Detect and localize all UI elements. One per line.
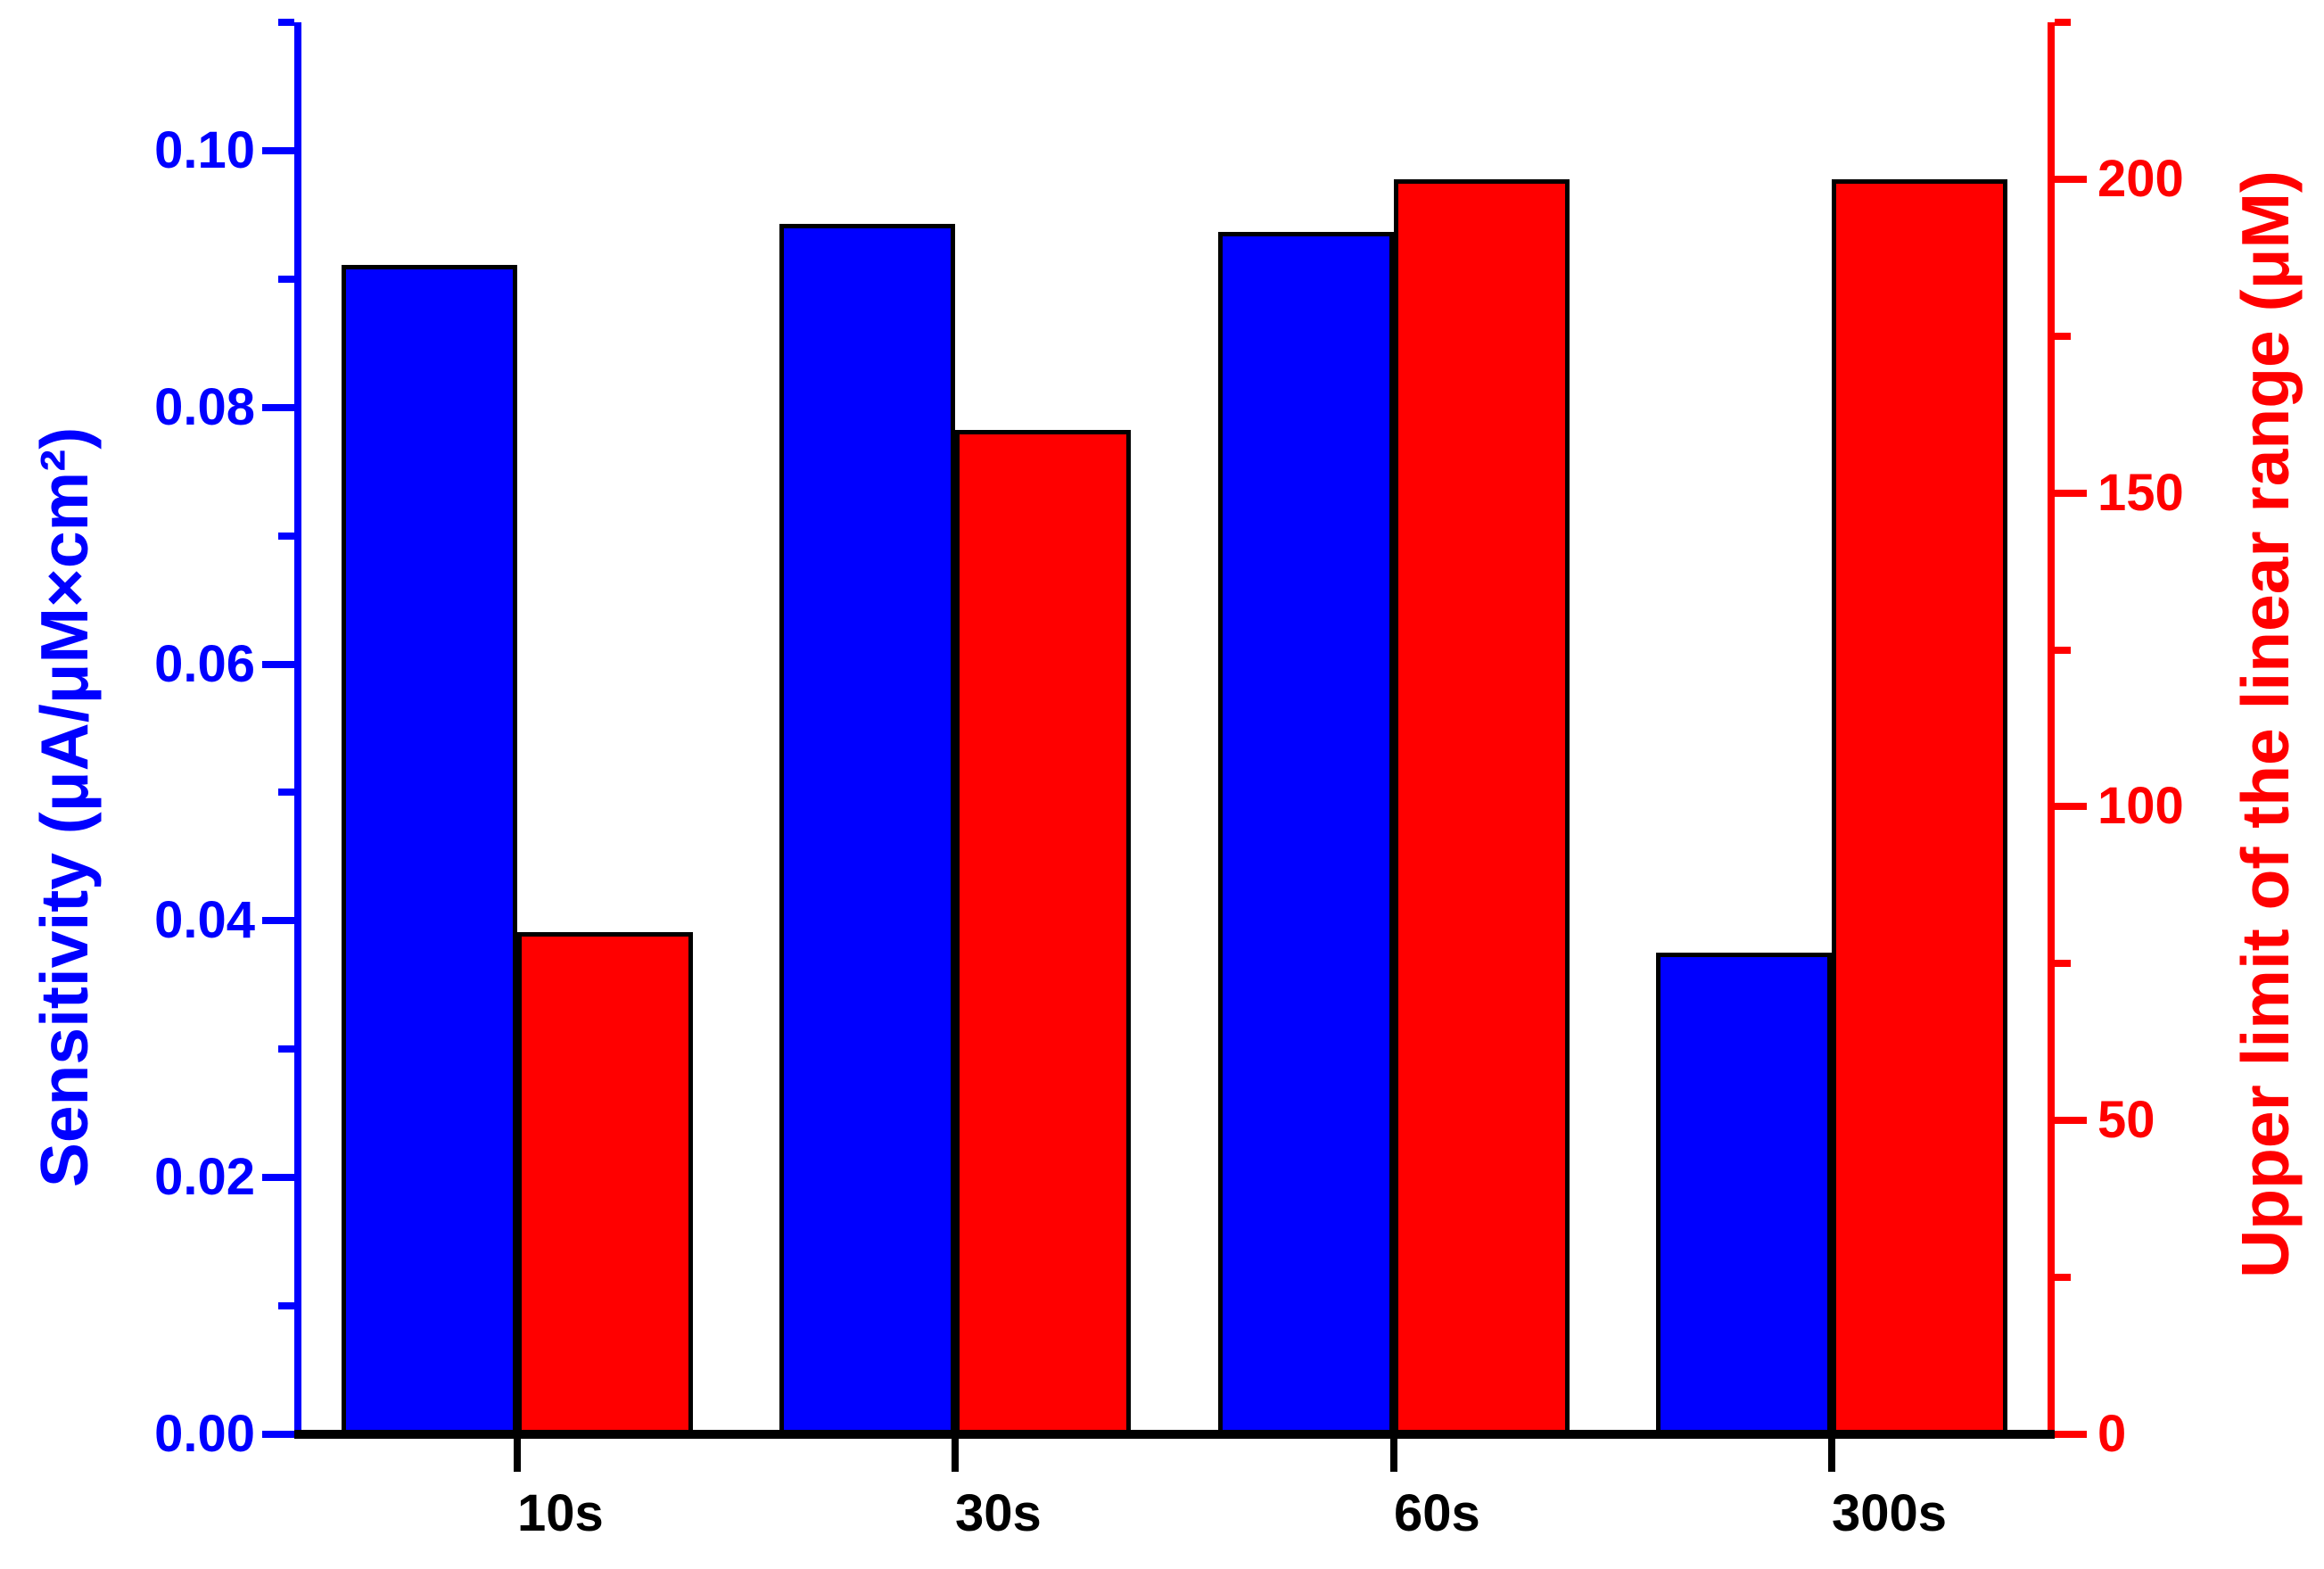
right-axis-major-tick xyxy=(2055,1117,2087,1124)
right-axis-tick-label: 100 xyxy=(2097,777,2184,835)
right-axis-major-tick xyxy=(2055,176,2087,183)
right-axis-major-tick xyxy=(2055,490,2087,497)
right-axis-minor-tick xyxy=(2055,960,2071,967)
right-axis-tick-label: 200 xyxy=(2097,150,2184,208)
left-axis-minor-tick xyxy=(278,789,294,796)
right-axis-minor-tick xyxy=(2055,19,2071,26)
left-axis-tick-label: 0.02 xyxy=(154,1148,255,1206)
x-axis-category-tick xyxy=(514,1439,521,1472)
sensitivity-bar xyxy=(779,224,955,1434)
left-axis-major-tick xyxy=(262,1431,294,1438)
x-axis-category-tick xyxy=(1828,1439,1835,1472)
sensitivity-bar xyxy=(1656,953,1832,1434)
right-axis-tick-label: 0 xyxy=(2097,1405,2127,1463)
left-axis-tick-label: 0.10 xyxy=(154,121,255,179)
left-y-axis-line xyxy=(294,22,301,1439)
upper-limit-bar xyxy=(1394,179,1570,1434)
left-axis-major-tick xyxy=(262,404,294,411)
right-axis-tick-label: 50 xyxy=(2097,1091,2155,1149)
sensitivity-bar xyxy=(342,265,517,1434)
left-axis-minor-tick xyxy=(278,1045,294,1053)
left-axis-tick-label: 0.06 xyxy=(154,635,255,693)
sensitivity-bar xyxy=(1218,232,1394,1434)
left-y-axis-title: Sensitivity (μA/μM×cm²) xyxy=(27,426,102,1188)
left-axis-tick-label: 0.00 xyxy=(154,1405,255,1463)
x-axis-category-tick xyxy=(1390,1439,1397,1472)
right-axis-minor-tick xyxy=(2055,1274,2071,1281)
left-axis-major-tick xyxy=(262,661,294,668)
x-axis-line xyxy=(294,1430,2055,1439)
upper-limit-bar xyxy=(1832,179,2007,1434)
right-y-axis-line xyxy=(2048,22,2055,1439)
left-axis-tick-label: 0.04 xyxy=(154,891,255,949)
left-axis-minor-tick xyxy=(278,1302,294,1309)
left-axis-major-tick xyxy=(262,147,294,154)
x-axis-category-tick xyxy=(952,1439,959,1472)
left-axis-minor-tick xyxy=(278,276,294,283)
right-axis-minor-tick xyxy=(2055,647,2071,654)
upper-limit-bar xyxy=(517,932,693,1434)
right-axis-tick-label: 150 xyxy=(2097,464,2184,522)
right-y-axis-title: Upper limit of the linear range (μM) xyxy=(2228,170,2303,1278)
right-axis-major-tick xyxy=(2055,803,2087,810)
left-axis-tick-label: 0.08 xyxy=(154,378,255,436)
right-axis-major-tick xyxy=(2055,1431,2087,1438)
upper-limit-bar xyxy=(955,430,1131,1434)
left-axis-major-tick xyxy=(262,1174,294,1181)
left-axis-major-tick xyxy=(262,917,294,924)
right-axis-minor-tick xyxy=(2055,333,2071,340)
left-axis-minor-tick xyxy=(278,533,294,540)
left-axis-minor-tick xyxy=(278,19,294,26)
